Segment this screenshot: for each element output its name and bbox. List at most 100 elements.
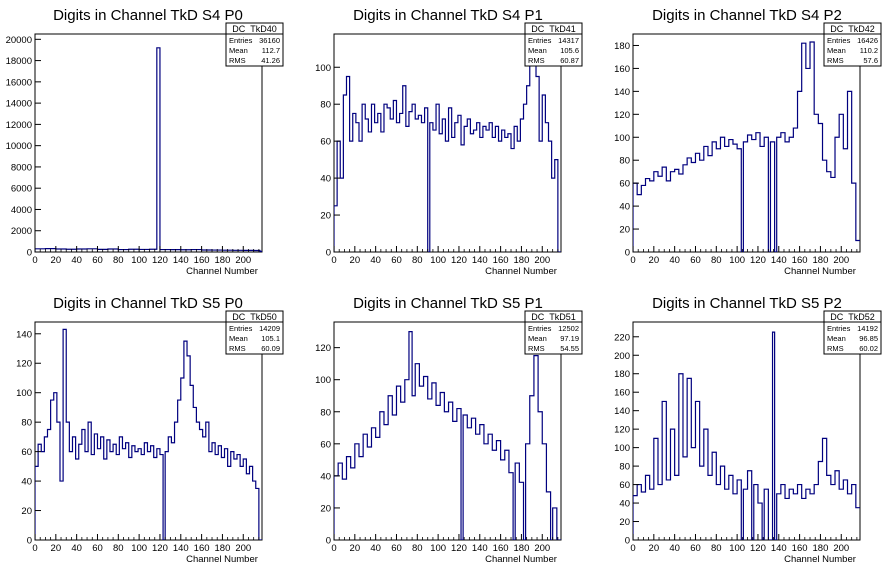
histogram-panel: Digits in Channel TkD S4 P0 0 20 40 60 80 100 1…	[6, 7, 284, 277]
x-tick-label: 0	[32, 255, 37, 266]
x-tick-label: 100	[430, 255, 446, 266]
stats-value: 105.6	[560, 46, 579, 55]
stats-value: 14192	[857, 324, 878, 333]
chart-title: Digits in Channel TkD S4 P1	[353, 7, 543, 24]
y-tick-label: 4000	[11, 205, 32, 216]
x-tick-label: 80	[113, 255, 124, 266]
y-tick-label: 0	[326, 248, 331, 259]
x-axis-label: Channel Number	[485, 554, 557, 565]
x-tick-label: 180	[215, 255, 231, 266]
stats-value: 60.87	[560, 56, 579, 65]
x-tick-label: 60	[92, 255, 103, 266]
x-tick-label: 20	[350, 255, 361, 266]
stats-histogram-name: DC_TkD41	[531, 24, 576, 34]
y-tick-label: 120	[614, 110, 630, 121]
y-tick-label: 140	[614, 406, 630, 417]
x-tick-label: 0	[630, 255, 635, 266]
y-tick-label: 40	[619, 499, 630, 510]
stats-value: 14209	[259, 324, 280, 333]
y-tick-label: 2000	[11, 226, 32, 237]
x-tick-label: 100	[729, 255, 745, 266]
stats-box: DC_TkD52 Entries 14192 Mean 96.85 RMS 60.02	[823, 310, 882, 355]
x-tick-label: 40	[71, 255, 82, 266]
x-tick-label: 80	[412, 255, 423, 266]
y-tick-label: 60	[619, 179, 630, 190]
stats-box: DC_TkD51 Entries 12502 Mean 97.19 RMS 54.55	[524, 310, 583, 355]
stats-value: 16426	[857, 36, 878, 45]
y-tick-label: 20	[320, 211, 331, 222]
x-tick-label: 20	[51, 543, 62, 554]
x-tick-label: 160	[194, 255, 210, 266]
x-tick-label: 140	[173, 543, 189, 554]
x-tick-label: 40	[370, 543, 381, 554]
x-tick-label: 60	[391, 543, 402, 554]
histogram-series-line	[633, 331, 860, 540]
plot-frame	[34, 321, 263, 541]
x-tick-label: 0	[630, 543, 635, 554]
x-tick-label: 200	[833, 543, 849, 554]
y-tick-label: 20	[619, 225, 630, 236]
x-tick-label: 40	[370, 255, 381, 266]
y-tick-label: 20	[619, 517, 630, 528]
y-tick-label: 18000	[6, 56, 32, 67]
stats-label: Mean	[229, 334, 248, 343]
stats-value: 105.1	[261, 334, 280, 343]
y-tick-label: 0	[27, 536, 32, 547]
x-tick-label: 120	[152, 255, 168, 266]
stats-histogram-name: DC_TkD42	[830, 24, 875, 34]
x-tick-label: 40	[669, 543, 680, 554]
chart-title: Digits in Channel TkD S5 P2	[652, 295, 842, 312]
y-tick-label: 40	[320, 471, 331, 482]
y-tick-label: 20000	[6, 35, 32, 46]
x-tick-label: 80	[711, 255, 722, 266]
y-tick-label: 8000	[11, 162, 32, 173]
x-tick-label: 160	[792, 543, 808, 554]
y-tick-label: 80	[21, 418, 32, 429]
stats-label: Entries	[528, 324, 552, 333]
x-tick-label: 120	[750, 255, 766, 266]
x-tick-label: 160	[792, 255, 808, 266]
x-tick-label: 140	[771, 543, 787, 554]
y-tick-label: 60	[21, 447, 32, 458]
x-tick-label: 80	[113, 543, 124, 554]
x-tick-label: 100	[729, 543, 745, 554]
y-tick-label: 80	[619, 462, 630, 473]
y-tick-label: 200	[614, 351, 630, 362]
x-tick-label: 40	[669, 255, 680, 266]
y-tick-label: 80	[619, 156, 630, 167]
y-tick-label: 12000	[6, 120, 32, 131]
stats-value: 60.09	[261, 344, 280, 353]
plot-frame	[632, 321, 861, 541]
y-tick-label: 0	[625, 536, 630, 547]
x-tick-label: 120	[152, 543, 168, 554]
stats-value: 97.19	[560, 334, 579, 343]
stats-value: 54.55	[560, 344, 579, 353]
stats-box: DC_TkD41 Entries 14317 Mean 105.6 RMS 60.87	[524, 22, 583, 67]
stats-label: Entries	[229, 324, 253, 333]
stats-label: Mean	[827, 46, 846, 55]
stats-label: RMS	[827, 344, 844, 353]
histogram-panel: Digits in Channel TkD S5 P2 0 20 40 60 80 100 1…	[614, 295, 882, 565]
x-tick-label: 60	[690, 543, 701, 554]
y-tick-label: 100	[614, 133, 630, 144]
x-tick-label: 0	[331, 543, 336, 554]
x-tick-label: 180	[514, 255, 530, 266]
chart-title: Digits in Channel TkD S4 P2	[652, 7, 842, 24]
stats-label: RMS	[528, 344, 545, 353]
x-axis-label: Channel Number	[784, 554, 856, 565]
y-tick-label: 100	[315, 63, 331, 74]
x-tick-label: 60	[690, 255, 701, 266]
y-tick-label: 10000	[6, 141, 32, 152]
y-tick-label: 80	[320, 100, 331, 111]
x-tick-label: 80	[711, 543, 722, 554]
x-tick-label: 20	[51, 255, 62, 266]
x-tick-label: 120	[750, 543, 766, 554]
x-tick-label: 100	[131, 543, 147, 554]
x-tick-label: 200	[534, 543, 550, 554]
y-tick-label: 180	[614, 369, 630, 380]
stats-label: Mean	[827, 334, 846, 343]
x-tick-label: 140	[771, 255, 787, 266]
x-tick-label: 180	[813, 255, 829, 266]
y-tick-label: 180	[614, 41, 630, 52]
